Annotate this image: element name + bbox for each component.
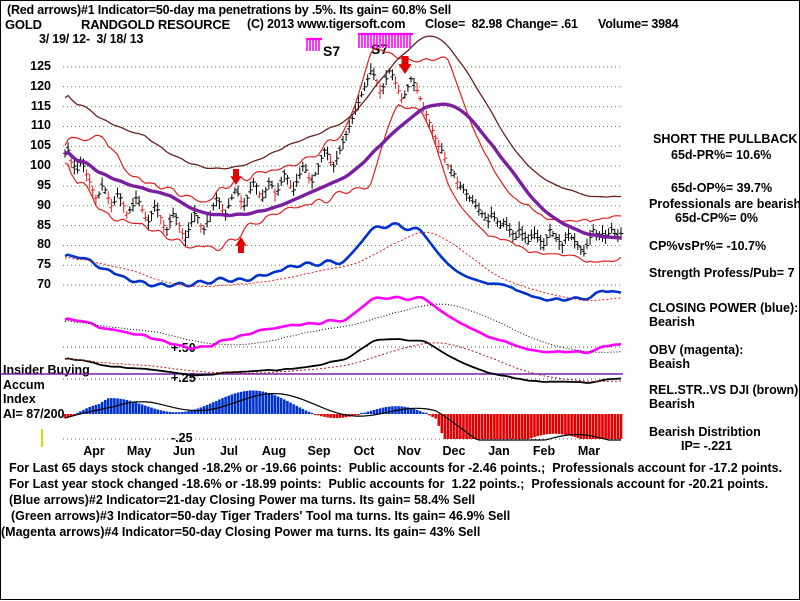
report-line: SHORT THE PULLBACK (653, 132, 798, 146)
month-label: Jan (488, 444, 510, 458)
report-line: Strength Profess/Pub= 7 (649, 266, 795, 280)
label-insider-buying: Insider Buying (3, 363, 90, 377)
label-plus-50: +.50 (171, 341, 196, 355)
label-accum: Accum (3, 378, 45, 392)
month-label: Oct (353, 444, 375, 458)
footer-line: (Green arrows)#3 Indicator=50-day Tiger … (11, 509, 511, 523)
month-label: Aug (261, 444, 287, 458)
up-arrow-marker (235, 237, 247, 253)
report-line: Bearish Distribtion (649, 425, 761, 439)
report-line: 65d-OP%= 39.7% (671, 181, 773, 195)
price-bars (63, 63, 624, 257)
volume-label: Volume= 3984 (598, 17, 679, 31)
month-label: Feb (532, 444, 556, 458)
change-label: Change= .61 (506, 17, 578, 31)
accumulation-histogram (63, 390, 623, 439)
price-axis-label: 120 (30, 78, 51, 93)
month-label: May (126, 444, 152, 458)
price-axis-label: 85 (37, 217, 51, 232)
down-arrow-marker (230, 169, 242, 185)
report-line: IP= -.221 (681, 439, 733, 453)
month-label: Dec (442, 444, 466, 458)
ticker-symbol: GOLD (5, 17, 42, 32)
price-axis-label: 110 (30, 118, 51, 133)
indicator-headline: (Red arrows)#1 Indicator=50-day ma penet… (7, 3, 451, 17)
close-price-label: Close= 82.98 (425, 17, 502, 31)
signal-tag-s7-left: S7 (323, 43, 341, 59)
month-label: Jun (172, 444, 196, 458)
report-line: Bearish (649, 315, 695, 329)
label-ai-value: AI= 87/200 (3, 407, 65, 421)
price-axis-label: 90 (37, 197, 51, 212)
price-axis-label: 75 (37, 257, 51, 272)
label-minus-25: -.25 (171, 431, 193, 445)
price-axis-label: 95 (37, 177, 51, 192)
company-name: RANDGOLD RESOURCE (81, 17, 230, 32)
price-axis-label: 115 (30, 98, 51, 113)
label-index: Index (3, 392, 36, 406)
label-plus-25: +.25 (171, 371, 196, 385)
footer-line: For Last year stock changed -18.6% or -1… (9, 477, 769, 491)
report-line: 65d-CP%= 0% (675, 211, 759, 225)
footer-line: (Blue arrows)#2 Indicator=21-day Closing… (9, 493, 476, 507)
month-label: Nov (397, 444, 421, 458)
report-line: REL.STR..VS DJI (brown) (649, 383, 799, 397)
price-axis-label: 80 (37, 237, 51, 252)
date-range-label: 3/ 19/ 12- 3/ 18/ 13 (39, 32, 144, 46)
report-line: 65d-PR%= 10.6% (671, 148, 772, 162)
report-line: Bearish (649, 397, 695, 411)
down-arrow-marker (398, 56, 412, 74)
price-axis-label: 125 (30, 58, 51, 73)
report-line: Beaish (649, 357, 690, 371)
report-line: OBV (magenta): (649, 343, 744, 357)
month-label: Jul (219, 444, 239, 458)
report-line: CP%vsPr%= -10.7% (649, 239, 767, 253)
month-label: Apr (83, 444, 105, 458)
footer-line: (Magenta arrows)#4 Indicator=50-day Clos… (1, 525, 481, 539)
report-line: CLOSING POWER (blue): (649, 301, 799, 315)
price-axis-label: 100 (30, 158, 51, 173)
report-line: Professionals are bearish (649, 197, 800, 211)
month-label: Sep (307, 444, 331, 458)
price-axis-label: 70 (37, 277, 51, 292)
copyright-notice: (C) 2013 www.tigersoft.com (247, 17, 406, 31)
signal-tag-s7-right: S7 (371, 41, 389, 57)
footer-line: For Last 65 days stock changed -18.2% or… (9, 461, 783, 475)
price-axis-label: 105 (30, 138, 51, 153)
month-label: Mar (577, 444, 601, 458)
